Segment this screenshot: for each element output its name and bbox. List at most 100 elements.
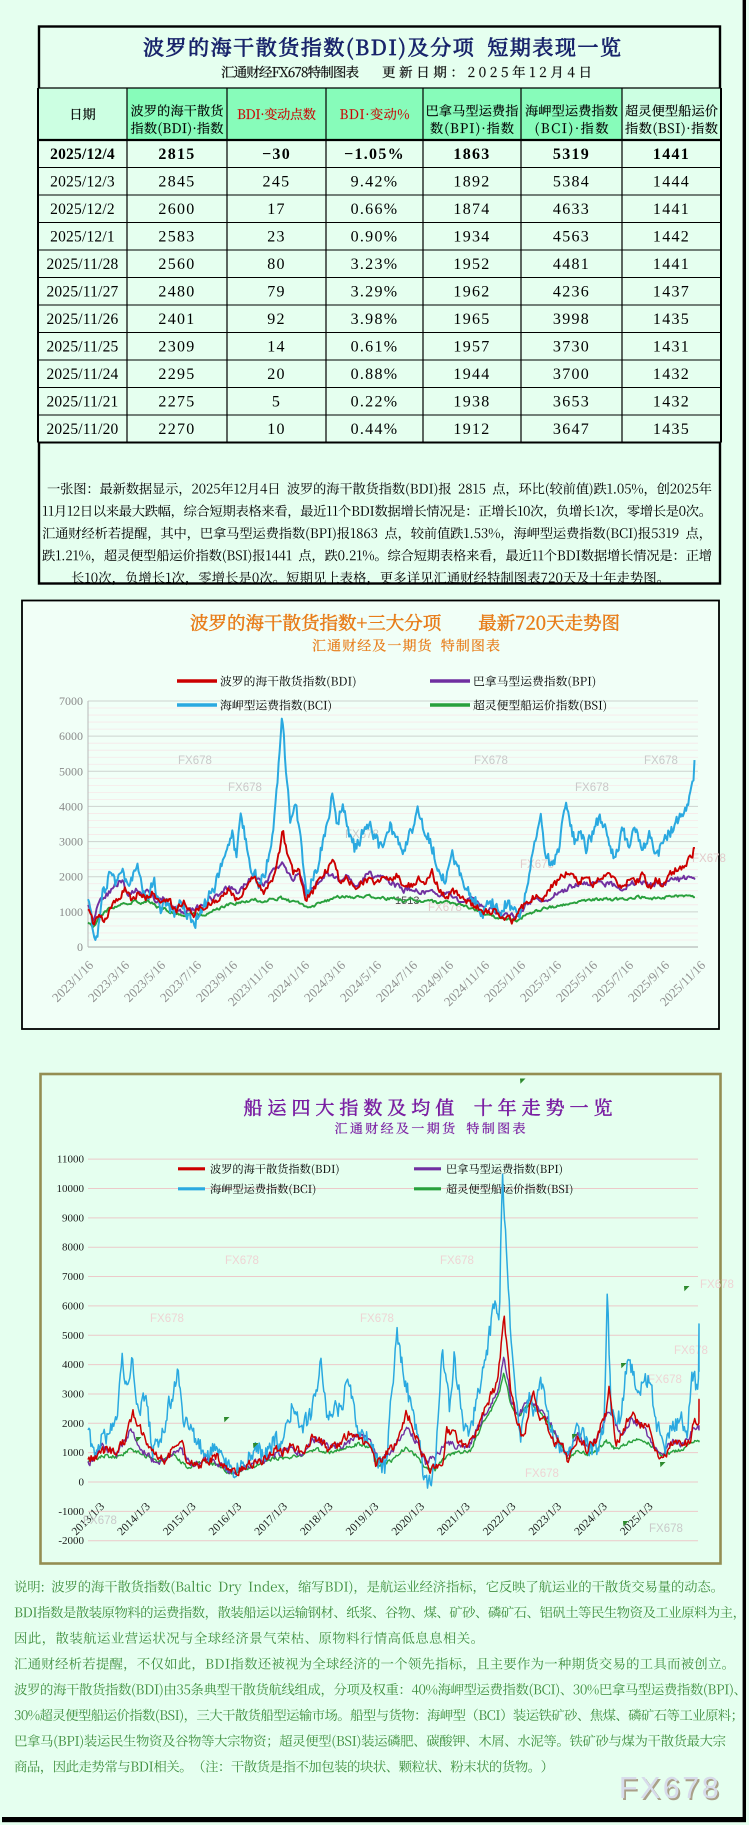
svg-text:11000: 11000 (57, 1154, 85, 1166)
svg-text:1952: 1952 (453, 256, 490, 273)
svg-text:3.98%: 3.98% (351, 311, 399, 328)
svg-text:FX678: FX678 (178, 755, 212, 767)
svg-text:3000: 3000 (59, 835, 83, 849)
svg-text:80: 80 (267, 256, 286, 273)
svg-text:FX678: FX678 (228, 782, 262, 794)
svg-text:2025/11/20: 2025/11/20 (46, 421, 118, 438)
svg-text:FX678: FX678 (621, 1773, 723, 1807)
svg-text:7000: 7000 (62, 1271, 85, 1283)
svg-text:4481: 4481 (553, 256, 590, 273)
svg-text:5000: 5000 (59, 764, 83, 778)
svg-text:2401: 2401 (158, 311, 195, 328)
svg-text:5: 5 (272, 394, 281, 411)
svg-text:−1.05%: −1.05% (344, 146, 405, 163)
svg-text:1441: 1441 (653, 256, 690, 273)
svg-text:FX678: FX678 (225, 1255, 259, 1267)
svg-text:1435: 1435 (653, 311, 690, 328)
svg-text:1437: 1437 (653, 284, 690, 301)
svg-text:7000: 7000 (59, 694, 83, 708)
svg-text:1432: 1432 (653, 394, 690, 411)
svg-text:FX678: FX678 (440, 1255, 474, 1267)
svg-text:3700: 3700 (553, 366, 590, 383)
svg-text:FX678: FX678 (648, 1374, 682, 1386)
svg-text:0: 0 (77, 940, 83, 954)
svg-text:4000: 4000 (62, 1359, 85, 1371)
svg-text:1442: 1442 (653, 229, 690, 246)
svg-text:2480: 2480 (158, 284, 195, 301)
svg-text:1892: 1892 (453, 174, 490, 191)
svg-text:FX678: FX678 (692, 853, 726, 865)
svg-text:2275: 2275 (158, 394, 195, 411)
svg-text:9.42%: 9.42% (351, 174, 399, 191)
svg-text:2025/11/25: 2025/11/25 (46, 339, 118, 356)
svg-text:1934: 1934 (453, 229, 490, 246)
svg-text:2845: 2845 (158, 174, 195, 191)
svg-text:1441: 1441 (653, 201, 690, 218)
svg-text:1000: 1000 (59, 905, 83, 919)
svg-text:0.61%: 0.61% (351, 339, 399, 356)
svg-text:2295: 2295 (158, 366, 195, 383)
svg-text:FX678: FX678 (474, 755, 508, 767)
svg-text:1863: 1863 (453, 146, 490, 163)
svg-text:FX678: FX678 (83, 1515, 117, 1527)
svg-text:−30: −30 (262, 146, 291, 163)
svg-text:2025/11/26: 2025/11/26 (46, 311, 118, 328)
svg-text:0.44%: 0.44% (351, 421, 399, 438)
svg-text:FX678: FX678 (644, 755, 678, 767)
svg-text:FX678: FX678 (150, 1313, 184, 1325)
svg-text:4000: 4000 (59, 799, 83, 813)
svg-text:3.29%: 3.29% (351, 284, 399, 301)
svg-text:6000: 6000 (59, 729, 83, 743)
svg-text:FX678: FX678 (619, 1771, 721, 1805)
svg-text:4633: 4633 (553, 201, 590, 218)
svg-text:20: 20 (267, 366, 286, 383)
svg-text:1965: 1965 (453, 311, 490, 328)
svg-text:2560: 2560 (158, 256, 195, 273)
svg-text:0.66%: 0.66% (351, 201, 399, 218)
svg-text:4563: 4563 (553, 229, 590, 246)
svg-text:1444: 1444 (653, 174, 690, 191)
svg-text:1435: 1435 (653, 421, 690, 438)
svg-text:10000: 10000 (57, 1183, 85, 1195)
svg-text:FX678: FX678 (674, 1345, 708, 1357)
svg-text:6000: 6000 (62, 1300, 85, 1312)
svg-text:5000: 5000 (62, 1330, 85, 1342)
svg-text:2000: 2000 (62, 1418, 85, 1430)
svg-text:2309: 2309 (158, 339, 195, 356)
svg-text:3653: 3653 (553, 394, 590, 411)
svg-text:5384: 5384 (553, 174, 590, 191)
svg-text:1912: 1912 (453, 421, 490, 438)
svg-text:3730: 3730 (553, 339, 590, 356)
svg-text:FX678: FX678 (520, 859, 554, 871)
svg-text:0.22%: 0.22% (351, 394, 399, 411)
svg-text:2000: 2000 (59, 870, 83, 884)
svg-text:3.23%: 3.23% (351, 256, 399, 273)
svg-text:1441: 1441 (653, 146, 690, 163)
svg-text:9000: 9000 (62, 1212, 85, 1224)
svg-text:-1000: -1000 (58, 1506, 84, 1518)
svg-text:1432: 1432 (653, 366, 690, 383)
svg-text:1431: 1431 (653, 339, 690, 356)
svg-text:10: 10 (267, 421, 286, 438)
svg-text:0.90%: 0.90% (351, 229, 399, 246)
svg-text:2025/12/3: 2025/12/3 (50, 174, 115, 191)
svg-text:2025/11/21: 2025/11/21 (46, 394, 118, 411)
svg-text:5319: 5319 (553, 146, 590, 163)
svg-text:14: 14 (267, 339, 286, 356)
svg-text:17: 17 (267, 201, 286, 218)
svg-text:245: 245 (263, 174, 291, 191)
svg-text:FX678: FX678 (360, 1313, 394, 1325)
svg-text:FX678: FX678 (649, 1523, 683, 1535)
svg-text:1962: 1962 (453, 284, 490, 301)
svg-text:FX678: FX678 (525, 1468, 559, 1480)
svg-text:92: 92 (267, 311, 286, 328)
svg-text:1938: 1938 (453, 394, 490, 411)
svg-text:2025/11/27: 2025/11/27 (46, 284, 118, 301)
svg-text:2025/12/2: 2025/12/2 (50, 201, 115, 218)
svg-text:0.88%: 0.88% (351, 366, 399, 383)
svg-text:1000: 1000 (62, 1447, 85, 1459)
svg-text:79: 79 (267, 284, 286, 301)
svg-text:2025/11/28: 2025/11/28 (46, 256, 118, 273)
svg-text:1957: 1957 (453, 339, 490, 356)
svg-text:2025/12/4: 2025/12/4 (50, 146, 115, 163)
